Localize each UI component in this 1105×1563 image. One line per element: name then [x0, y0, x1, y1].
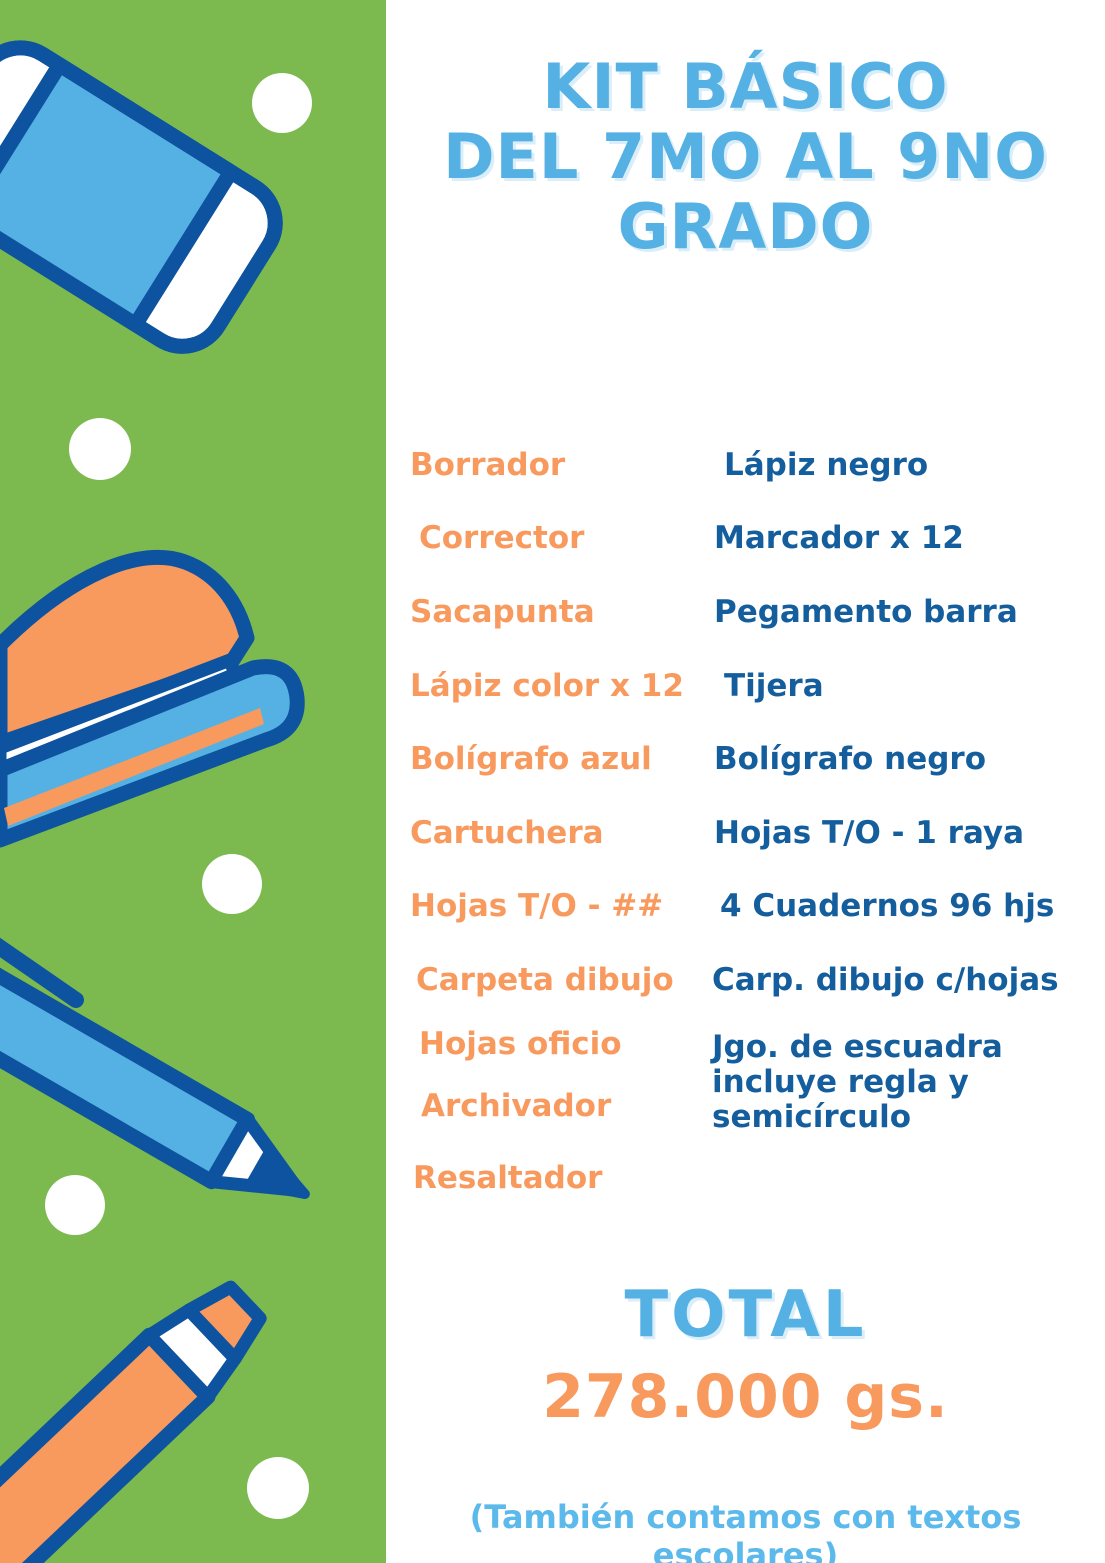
list-item-corrector: Corrector	[419, 520, 585, 556]
green-band	[0, 0, 386, 1563]
list-item-tijera: Tijera	[724, 668, 824, 704]
page-title: KIT BÁSICO DEL 7MO AL 9NO GRADO	[386, 52, 1105, 262]
eraser-icon	[0, 40, 283, 354]
list-item-hojas-to: Hojas T/O - ##	[410, 888, 664, 924]
list-item-pegamento: Pegamento barra	[714, 594, 1018, 630]
list-item-hojas-oficio: Hojas oficio	[419, 1026, 622, 1062]
total-amount: 278.000 gs.	[542, 1362, 949, 1432]
list-item-carp-dibujo: Carp. dibujo c/hojas	[712, 962, 1059, 998]
list-item-cuadernos: 4 Cuadernos 96 hjs	[720, 888, 1055, 924]
list-item-boligrafo-azul: Bolígrafo azul	[410, 741, 652, 777]
supplies-illustration	[0, 40, 312, 1563]
title-line-3: GRADO	[617, 190, 874, 263]
list-item-lapiz-negro: Lápiz negro	[724, 447, 929, 483]
list-item-sacapunta: Sacapunta	[410, 594, 595, 630]
highlighter-icon	[0, 1280, 267, 1563]
list-item-carpeta-dibujo: Carpeta dibujo	[416, 962, 674, 998]
white-dots	[45, 73, 312, 1519]
stapler-icon	[0, 549, 305, 848]
list-item-boligrafo-negro: Bolígrafo negro	[714, 741, 987, 777]
list-item-borrador: Borrador	[410, 447, 566, 483]
escuadras-line-2: incluye regla y	[712, 1064, 969, 1100]
list-item-resaltador: Resaltador	[413, 1160, 603, 1196]
escuadras-line-1: Jgo. de escuadra	[712, 1029, 1003, 1065]
list-item-archivador: Archivador	[421, 1088, 612, 1124]
list-item-escuadras: Jgo. de escuadra incluye regla y semicír…	[712, 1030, 1003, 1135]
escuadras-line-3: semicírculo	[712, 1099, 912, 1135]
list-item-lapiz-color: Lápiz color x 12	[410, 668, 684, 704]
title-line-2: DEL 7MO AL 9NO	[443, 120, 1048, 193]
title-line-1: KIT BÁSICO	[542, 50, 949, 123]
list-item-cartuchera: Cartuchera	[410, 815, 604, 851]
total-label: TOTAL	[624, 1278, 867, 1352]
footer-note: (También contamos con textos escolares)	[469, 1498, 1022, 1563]
list-item-hojas-raya: Hojas T/O - 1 raya	[714, 815, 1025, 851]
list-item-marcador: Marcador x 12	[714, 520, 964, 556]
pen-icon	[0, 937, 310, 1199]
